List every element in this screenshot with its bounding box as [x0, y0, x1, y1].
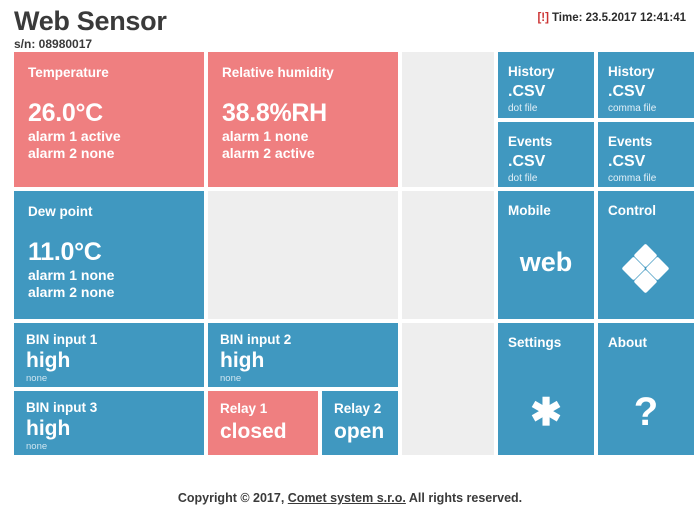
sensor-alarm-2: alarm 2 none	[28, 145, 115, 161]
bin-input-title: BIN input 3	[26, 400, 98, 415]
download-button-history-csv-dot[interactable]: History .CSV dot file	[498, 52, 594, 118]
sensor-title: Temperature	[28, 65, 109, 80]
sensor-tile-temperature[interactable]: Temperature 26.0°C alarm 1 active alarm …	[14, 52, 204, 187]
bin-input-tile-3[interactable]: BIN input 3 high none	[14, 391, 204, 455]
bin-input-state: high	[220, 349, 265, 372]
download-title: History	[608, 64, 655, 79]
sensor-alarm-1: alarm 1 active	[28, 128, 121, 144]
download-note: comma file	[608, 103, 657, 114]
empty-tile-row3-col3	[402, 323, 494, 455]
sensor-title: Dew point	[28, 204, 93, 219]
relay-tile-2[interactable]: Relay 2 open	[322, 391, 398, 455]
bin-input-title: BIN input 1	[26, 332, 98, 347]
empty-tile-row2-col2	[208, 191, 398, 319]
bin-input-state: high	[26, 417, 71, 440]
download-extension: .CSV	[608, 83, 646, 100]
sensor-value: 11.0°C	[28, 238, 102, 266]
sensor-tile-dewpoint[interactable]: Dew point 11.0°C alarm 1 none alarm 2 no…	[14, 191, 204, 319]
download-extension: .CSV	[608, 153, 646, 170]
page-title: Web Sensor	[14, 6, 167, 36]
page-header: Web Sensor s/n: 08980017 [!] Time: 23.5.2…	[0, 0, 700, 52]
about-title: About	[608, 335, 647, 350]
device-time: Time: 23.5.2017 12:41:41	[551, 12, 686, 24]
four-diamonds-icon	[621, 243, 670, 294]
sensor-title: Relative humidity	[222, 65, 334, 80]
settings-title: Settings	[508, 335, 562, 350]
copyright-suffix: All rights reserved.	[405, 491, 523, 505]
relay-tile-1[interactable]: Relay 1 closed	[208, 391, 318, 455]
download-title: Events	[508, 134, 553, 149]
download-note: dot file	[508, 173, 538, 184]
header-status: [!] Time: 23.5.2017 12:41:41	[537, 12, 686, 24]
download-note: comma file	[608, 173, 657, 184]
copyright-prefix: Copyright © 2017,	[177, 491, 288, 505]
bin-input-note: none	[26, 373, 48, 384]
mobile-web-button[interactable]: Mobile web	[498, 191, 594, 319]
download-extension: .CSV	[508, 153, 546, 170]
question-mark-icon: ?	[633, 390, 659, 434]
relay-state: open	[334, 420, 385, 443]
bin-input-title: BIN input 2	[220, 332, 292, 347]
relay-state: closed	[220, 420, 287, 443]
download-button-events-csv-comma[interactable]: Events .CSV comma file	[598, 122, 694, 187]
settings-button[interactable]: Settings ✱	[498, 323, 594, 455]
download-title: History	[508, 64, 555, 79]
asterisk-icon: ✱	[530, 392, 562, 434]
empty-tile-row2-col3	[402, 191, 494, 319]
bin-input-note: none	[220, 373, 242, 384]
tile-grid: Temperature 26.0°C alarm 1 active alarm …	[14, 52, 694, 462]
sensor-alarm-2: alarm 2 active	[222, 145, 315, 161]
about-button[interactable]: About ?	[598, 323, 694, 455]
download-extension: .CSV	[508, 83, 546, 100]
download-button-history-csv-comma[interactable]: History .CSV comma file	[598, 52, 694, 118]
bin-input-note: none	[26, 441, 48, 452]
bin-input-tile-1[interactable]: BIN input 1 high none	[14, 323, 204, 387]
control-button[interactable]: Control	[598, 191, 694, 319]
web-text-icon: web	[519, 247, 573, 277]
download-title: Events	[608, 134, 653, 149]
page-footer: Copyright © 2017, Comet system s.r.o. Al…	[0, 491, 700, 505]
relay-title: Relay 1	[220, 401, 268, 416]
alert-flag-icon: [!]	[537, 12, 549, 24]
download-button-events-csv-dot[interactable]: Events .CSV dot file	[498, 122, 594, 187]
relay-title: Relay 2	[334, 401, 382, 416]
sensor-alarm-1: alarm 1 none	[222, 128, 309, 144]
sensor-tile-humidity[interactable]: Relative humidity 38.8%RH alarm 1 none a…	[208, 52, 398, 187]
bin-input-state: high	[26, 349, 71, 372]
device-serial-number: s/n: 08980017	[14, 37, 93, 51]
sensor-value: 38.8%RH	[222, 99, 327, 127]
company-link[interactable]: Comet system s.r.o.	[287, 491, 406, 505]
download-note: dot file	[508, 103, 538, 114]
empty-tile-row1	[402, 52, 494, 187]
sensor-value: 26.0°C	[28, 99, 103, 127]
bin-input-tile-2[interactable]: BIN input 2 high none	[208, 323, 398, 387]
sensor-alarm-1: alarm 1 none	[28, 267, 115, 283]
control-title: Control	[608, 203, 656, 218]
sensor-alarm-2: alarm 2 none	[28, 284, 115, 300]
mobile-title: Mobile	[508, 203, 551, 218]
